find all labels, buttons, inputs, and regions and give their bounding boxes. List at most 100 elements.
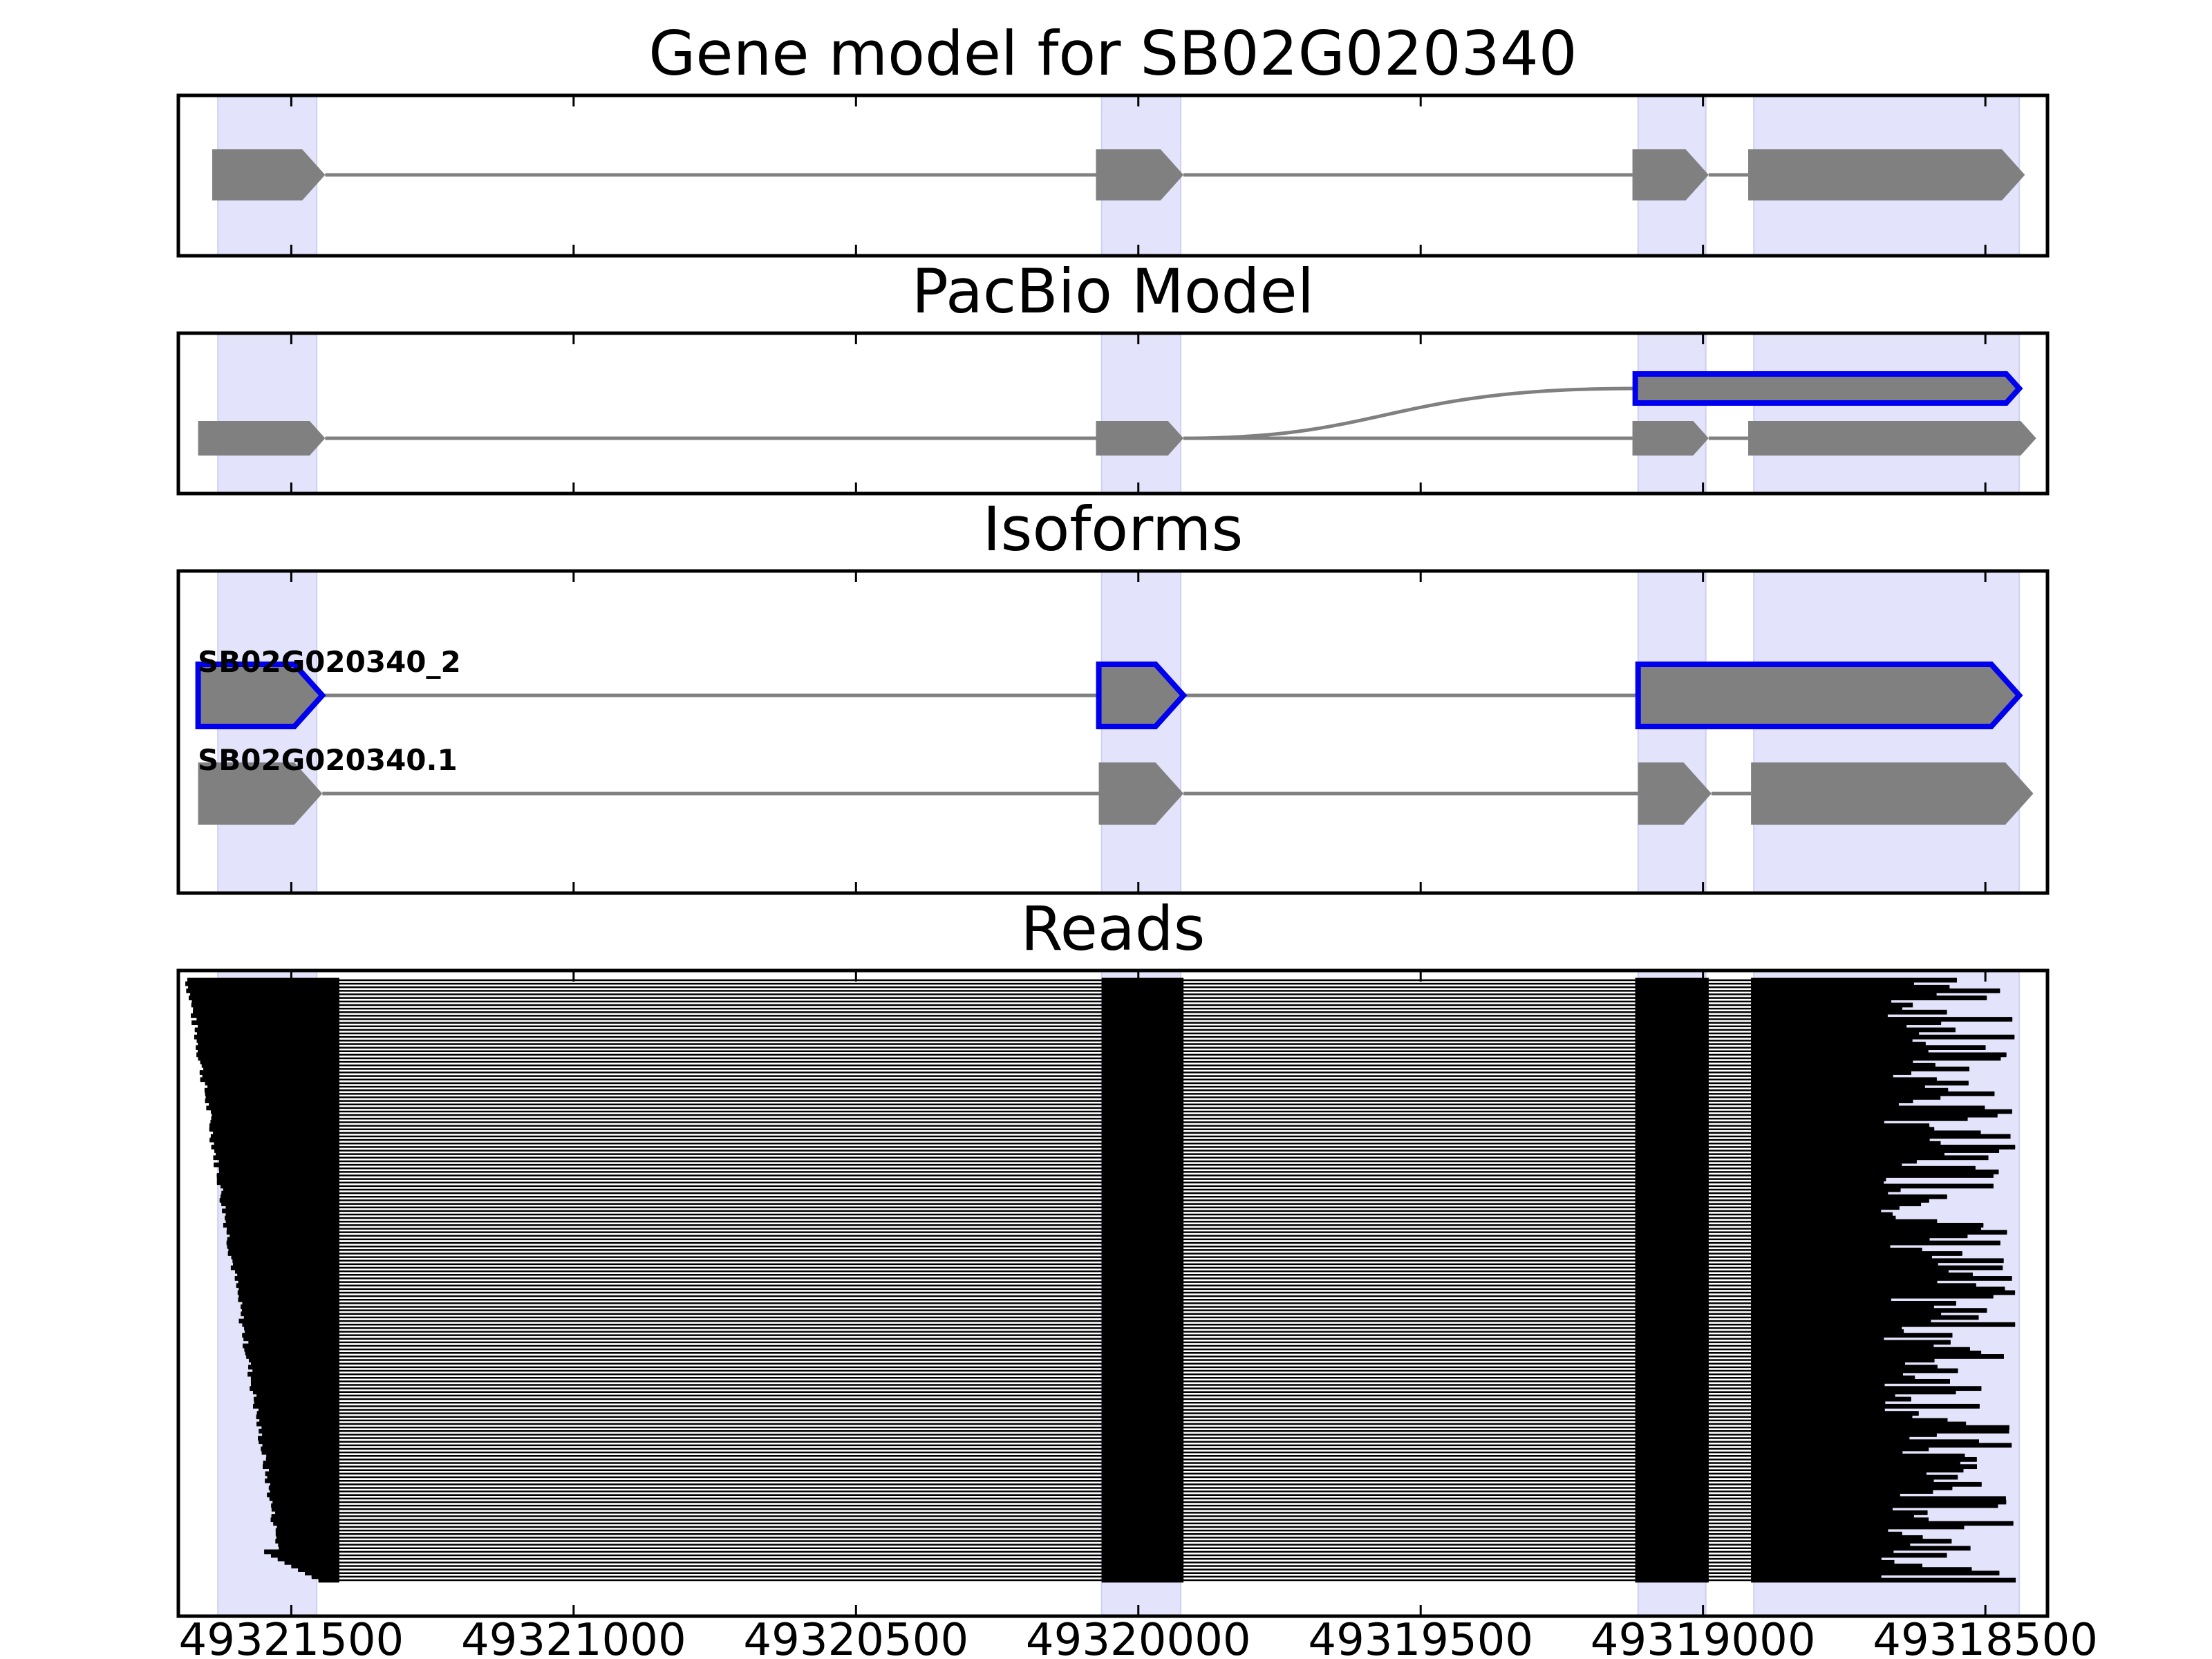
read-block [1635, 1528, 1709, 1533]
read [206, 1105, 1985, 1111]
read [209, 1127, 1935, 1132]
read [248, 1358, 1935, 1362]
read-block [1635, 1468, 1709, 1473]
read-block [1101, 1421, 1184, 1427]
read [265, 1456, 1977, 1462]
read-block [1101, 1371, 1184, 1377]
read [248, 1365, 1938, 1370]
x-tick-label: 49320000 [1026, 1615, 1251, 1659]
read [253, 1403, 1980, 1409]
read [237, 1290, 2016, 1295]
read-block [1751, 1194, 1947, 1199]
read [207, 1084, 1925, 1089]
read-block [228, 1247, 339, 1253]
exon-highlight-band [1637, 333, 1707, 494]
read [213, 1155, 1989, 1161]
read-block [262, 1432, 339, 1437]
read-block [273, 1521, 339, 1526]
read-block [222, 1208, 339, 1214]
read-block [1101, 1322, 1184, 1327]
read-block [1635, 977, 1709, 983]
x-tick-label: 49318500 [1873, 1615, 2098, 1659]
read-block [238, 1286, 339, 1292]
read-block [1101, 1098, 1184, 1104]
read-block [250, 1378, 339, 1384]
read-block [1751, 1244, 1891, 1249]
read-block [1751, 1418, 1948, 1423]
read-block [1635, 1403, 1709, 1409]
read-block [1751, 1237, 1930, 1242]
read [268, 1485, 1953, 1490]
read-block [1635, 1333, 1709, 1338]
read-block [1101, 1183, 1184, 1189]
read-block [1751, 1393, 1895, 1398]
read-block [1101, 1240, 1184, 1246]
read-block [271, 1506, 339, 1512]
read-block [1635, 1290, 1709, 1295]
read-block [1101, 1109, 1184, 1114]
read-block [1635, 1315, 1709, 1320]
read-block [1101, 1255, 1184, 1260]
read-block [1635, 1112, 1709, 1118]
read [191, 1013, 1888, 1018]
read-block [1635, 995, 1709, 1001]
read-block [244, 1325, 339, 1331]
read-block [1101, 1574, 1184, 1580]
read-block [225, 1205, 339, 1210]
read-block [1751, 1311, 1942, 1317]
read-block [1751, 1464, 1978, 1470]
read [238, 1286, 2005, 1292]
read-block [1635, 1375, 1709, 1380]
panel-pacbio-model: PacBio Model [176, 256, 2050, 496]
read-block [1101, 1358, 1184, 1362]
read-block [275, 1539, 339, 1544]
read-block [1751, 1062, 1936, 1068]
read-block [1751, 977, 1957, 983]
read [256, 1414, 1913, 1420]
read-block [1751, 1177, 1886, 1182]
read-block [1101, 1272, 1184, 1277]
read-block [1751, 1503, 1998, 1508]
read-block [1635, 1240, 1709, 1246]
read [191, 1020, 1942, 1026]
read-block [1101, 1084, 1184, 1089]
read-block [237, 1290, 339, 1295]
read-block [1101, 999, 1184, 1004]
read [216, 1152, 1944, 1157]
read-block [318, 1577, 339, 1583]
read-block [1101, 1059, 1184, 1065]
read-block [1635, 992, 1709, 997]
read-block [205, 1080, 339, 1086]
read-block [238, 1318, 339, 1324]
read-block [238, 1297, 339, 1302]
read-block [1751, 1436, 1910, 1441]
read-block [1635, 1343, 1709, 1349]
read [219, 1198, 1929, 1203]
read-block [1101, 1510, 1184, 1515]
read-block [1751, 1080, 1969, 1086]
read-block [1635, 1052, 1709, 1058]
read-block [1751, 1165, 1976, 1171]
read-block [268, 1485, 339, 1490]
read-block [1101, 1105, 1184, 1111]
read-block [241, 1308, 339, 1313]
read-block [219, 1169, 339, 1174]
read [269, 1496, 2006, 1501]
read-block [1751, 1574, 1882, 1580]
read-block [1101, 1503, 1184, 1508]
read-block [1751, 1091, 1995, 1096]
read-block [1751, 1038, 1913, 1043]
panel-plot-area [198, 333, 2036, 494]
read-block [1101, 1393, 1184, 1398]
read [252, 1389, 1956, 1395]
read-block [1101, 1233, 1184, 1239]
read-block [1635, 1300, 1709, 1306]
read-block [1751, 988, 2000, 993]
read-block [1635, 1556, 1709, 1562]
read-block [1635, 1262, 1709, 1267]
x-tick-label: 49320500 [743, 1615, 968, 1659]
read-block [252, 1389, 339, 1395]
read-block [1101, 1049, 1184, 1054]
read [226, 1230, 2007, 1235]
read-block [1635, 1571, 1709, 1576]
